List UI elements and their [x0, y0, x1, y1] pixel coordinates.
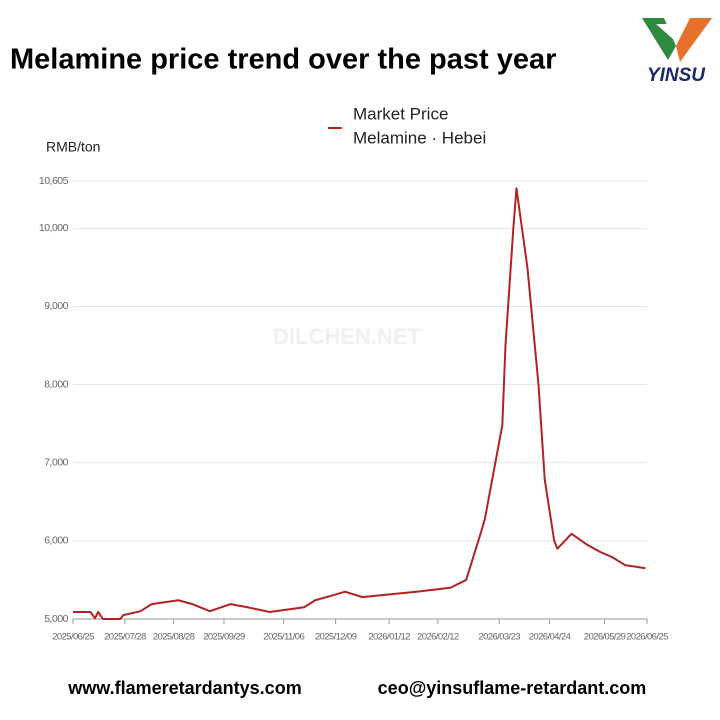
y-tick-label: 5,000 — [44, 613, 68, 625]
x-tick-label: 2025/11/06 — [263, 632, 304, 643]
y-axis-label: RMB/ton — [46, 139, 100, 155]
logo: YINSU — [642, 18, 712, 86]
x-tick-label: 2026/04/24 — [529, 632, 571, 643]
x-tick-label: 2026/01/12 — [368, 632, 410, 643]
y-tick-label: 8,000 — [44, 378, 68, 390]
logo-text: YINSU — [647, 65, 706, 86]
logo-right — [676, 18, 712, 62]
y-tick-label: 9,000 — [44, 300, 68, 312]
x-tick-label: 2025/07/28 — [104, 632, 146, 643]
x-tick-label: 2026/03/23 — [478, 632, 520, 643]
price-line — [73, 187, 646, 620]
page-title: Melamine price trend over the past year — [10, 44, 556, 76]
y-tick-label: 6,000 — [44, 535, 68, 547]
x-tick-label: 2025/09/29 — [203, 632, 245, 643]
footer-website: www.flameretardantys.com — [67, 678, 301, 698]
x-tick-label: 2025/12/09 — [315, 632, 357, 643]
x-tick-label: 2025/06/25 — [52, 632, 94, 643]
x-tick-label: 2026/02/12 — [417, 632, 459, 643]
logo-inner — [656, 24, 674, 40]
y-tick-label: 10,000 — [39, 222, 69, 234]
x-tick-label: 2025/08/28 — [153, 632, 195, 643]
watermark: DILCHEN.NET — [273, 324, 421, 349]
legend-subtitle: Melamine · Hebei — [353, 128, 486, 147]
x-tick-label: 2026/06/25 — [626, 632, 668, 643]
y-tick-label: 10,605 — [39, 175, 69, 187]
footer-email: ceo@yinsuflame-retardant.com — [378, 678, 647, 698]
y-tick-label: 7,000 — [44, 456, 68, 468]
legend-label: Market Price — [353, 104, 448, 123]
x-tick-label: 2026/05/29 — [584, 632, 626, 643]
